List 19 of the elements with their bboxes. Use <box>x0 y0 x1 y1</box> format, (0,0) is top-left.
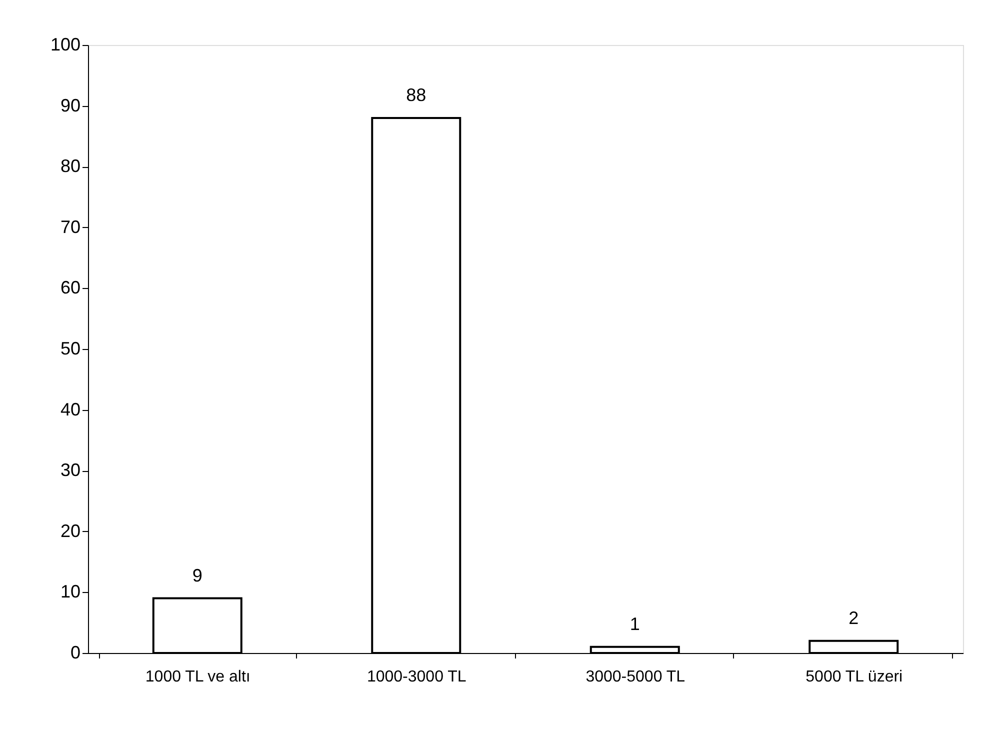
y-tick-label: 50 <box>60 338 80 358</box>
y-tick-label: 70 <box>60 216 80 237</box>
data-label: 88 <box>406 84 426 105</box>
x-tick-label: 1000-3000 TL <box>366 668 466 686</box>
y-tick-label: 100 <box>50 34 80 54</box>
y-tick-label: 60 <box>60 278 80 298</box>
y-tick-label: 40 <box>60 399 80 420</box>
y-tick-label: 0 <box>70 642 80 662</box>
x-tick-label: 3000-5000 TL <box>586 668 686 686</box>
y-tick-label: 80 <box>60 156 80 176</box>
y-tick-label: 20 <box>60 520 80 541</box>
y-tick-label: 30 <box>60 460 80 480</box>
y-tick-label: 90 <box>60 95 80 116</box>
x-tick-label: 5000 TL üzeri <box>806 668 903 686</box>
data-label: 1 <box>630 614 640 634</box>
data-label: 2 <box>848 608 859 628</box>
data-label: 9 <box>192 565 202 586</box>
x-tick-label: 1000 TL ve altı <box>145 668 250 686</box>
y-tick-label: 10 <box>60 582 80 602</box>
